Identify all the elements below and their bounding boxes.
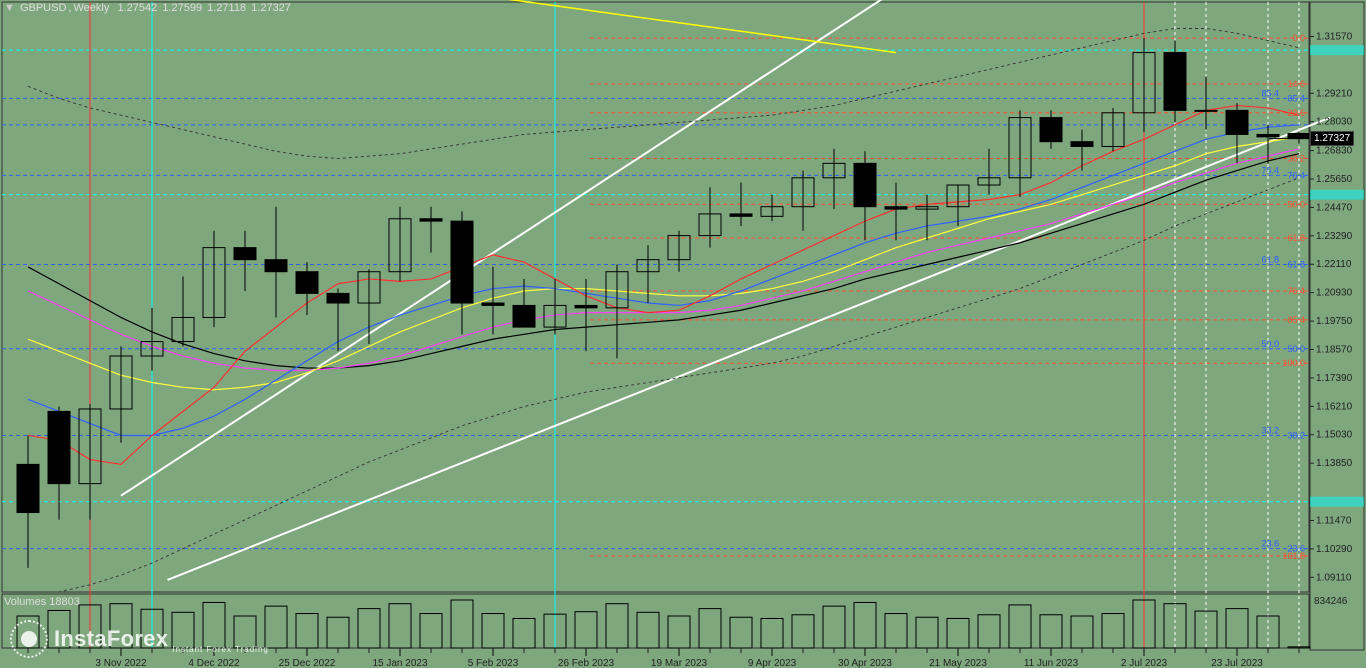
svg-text:23.6: 23.6 (1261, 539, 1279, 549)
svg-text:50.0: 50.0 (1287, 199, 1305, 209)
svg-text:1.23290: 1.23290 (1316, 231, 1353, 242)
current-price-flag: 1.27327 (1310, 131, 1354, 146)
svg-text:1.18570: 1.18570 (1316, 344, 1353, 355)
svg-text:76.4: 76.4 (1287, 286, 1305, 296)
svg-text:50.0: 50.0 (1261, 339, 1279, 349)
svg-text:11 Jun 2023: 11 Jun 2023 (1024, 658, 1079, 668)
svg-text:1.20930: 1.20930 (1316, 288, 1353, 299)
sun-icon (10, 620, 48, 658)
svg-text:1.09110: 1.09110 (1316, 572, 1352, 583)
svg-text:25 Dec 2022: 25 Dec 2022 (279, 658, 336, 668)
chart-svg[interactable]: 85.4 85.4 76.4 76.4 61.8 61.8 50.0 50.0 38.2 38.2… (0, 0, 1366, 668)
svg-text:76.4: 76.4 (1261, 165, 1279, 175)
ohlc-c: 1.27327 (251, 2, 291, 14)
svg-text:1.22110: 1.22110 (1316, 259, 1352, 270)
svg-text:1.10290: 1.10290 (1316, 544, 1353, 555)
svg-text:2 Jul 2023: 2 Jul 2023 (1121, 658, 1168, 668)
svg-text:1.15030: 1.15030 (1316, 430, 1353, 441)
svg-text:1.26830: 1.26830 (1316, 146, 1353, 157)
svg-text:1.28030: 1.28030 (1316, 117, 1353, 128)
ohlc-l: 1.27118 (207, 2, 246, 14)
svg-text:1.16210: 1.16210 (1316, 401, 1353, 412)
svg-text:85.4: 85.4 (1261, 88, 1279, 98)
chart-title-bar: ▼ GBPUSD,Weekly 1.27542 1.27599 1.27118 … (4, 2, 293, 14)
svg-text:834246: 834246 (1314, 596, 1348, 607)
svg-text:1.24470: 1.24470 (1316, 202, 1353, 213)
svg-text:26 Feb 2023: 26 Feb 2023 (558, 658, 615, 668)
svg-text:14.6: 14.6 (1287, 79, 1305, 89)
watermark-brand: InstaForex (54, 626, 168, 652)
svg-text:1.19750: 1.19750 (1316, 316, 1353, 327)
svg-text:38.2: 38.2 (1261, 425, 1279, 435)
svg-text:1.11470: 1.11470 (1316, 515, 1352, 526)
svg-text:15 Jan 2023: 15 Jan 2023 (372, 658, 427, 668)
svg-text:4 Dec 2022: 4 Dec 2022 (188, 658, 240, 668)
dropdown-arrow-icon[interactable]: ▼ (4, 2, 15, 14)
svg-text:9 Apr 2023: 9 Apr 2023 (748, 658, 797, 668)
svg-text:61.8: 61.8 (1287, 233, 1305, 243)
svg-text:1.31570: 1.31570 (1316, 31, 1353, 42)
svg-text:100.0: 100.0 (1282, 358, 1305, 368)
svg-text:85.4: 85.4 (1287, 315, 1305, 325)
svg-text:1.13850: 1.13850 (1316, 458, 1353, 469)
svg-text:5 Feb 2023: 5 Feb 2023 (468, 658, 519, 668)
ohlc-o: 1.27542 (117, 2, 157, 14)
svg-text:38.2: 38.2 (1287, 154, 1305, 164)
svg-text:1.25650: 1.25650 (1316, 174, 1353, 185)
svg-text:19 Mar 2023: 19 Mar 2023 (651, 658, 708, 668)
timeframe-label: Weekly (73, 2, 109, 14)
svg-text:61.8: 61.8 (1261, 254, 1279, 264)
svg-text:21 May 2023: 21 May 2023 (929, 658, 987, 668)
chart-root: 85.4 85.4 76.4 76.4 61.8 61.8 50.0 50.0 38.2 38.2… (0, 0, 1366, 668)
svg-text:30 Apr 2023: 30 Apr 2023 (838, 658, 892, 668)
svg-text:1.29210: 1.29210 (1316, 88, 1353, 99)
watermark: InstaForex Instant Forex Trading (10, 620, 269, 658)
svg-text:85.4: 85.4 (1287, 93, 1305, 103)
svg-text:38.2: 38.2 (1287, 430, 1305, 440)
svg-text:50.0: 50.0 (1287, 344, 1305, 354)
svg-text:23 Jul 2023: 23 Jul 2023 (1211, 658, 1263, 668)
symbol-label: GBPUSD (20, 2, 66, 14)
watermark-tagline: Instant Forex Trading (172, 645, 269, 654)
svg-text:61.8: 61.8 (1287, 259, 1305, 269)
svg-text:3 Nov 2022: 3 Nov 2022 (95, 658, 147, 668)
svg-text:161.8: 161.8 (1282, 551, 1305, 561)
svg-text:1.17390: 1.17390 (1316, 373, 1353, 384)
ohlc-h: 1.27599 (162, 2, 202, 14)
volume-label: Volumes 18803 (4, 596, 80, 608)
